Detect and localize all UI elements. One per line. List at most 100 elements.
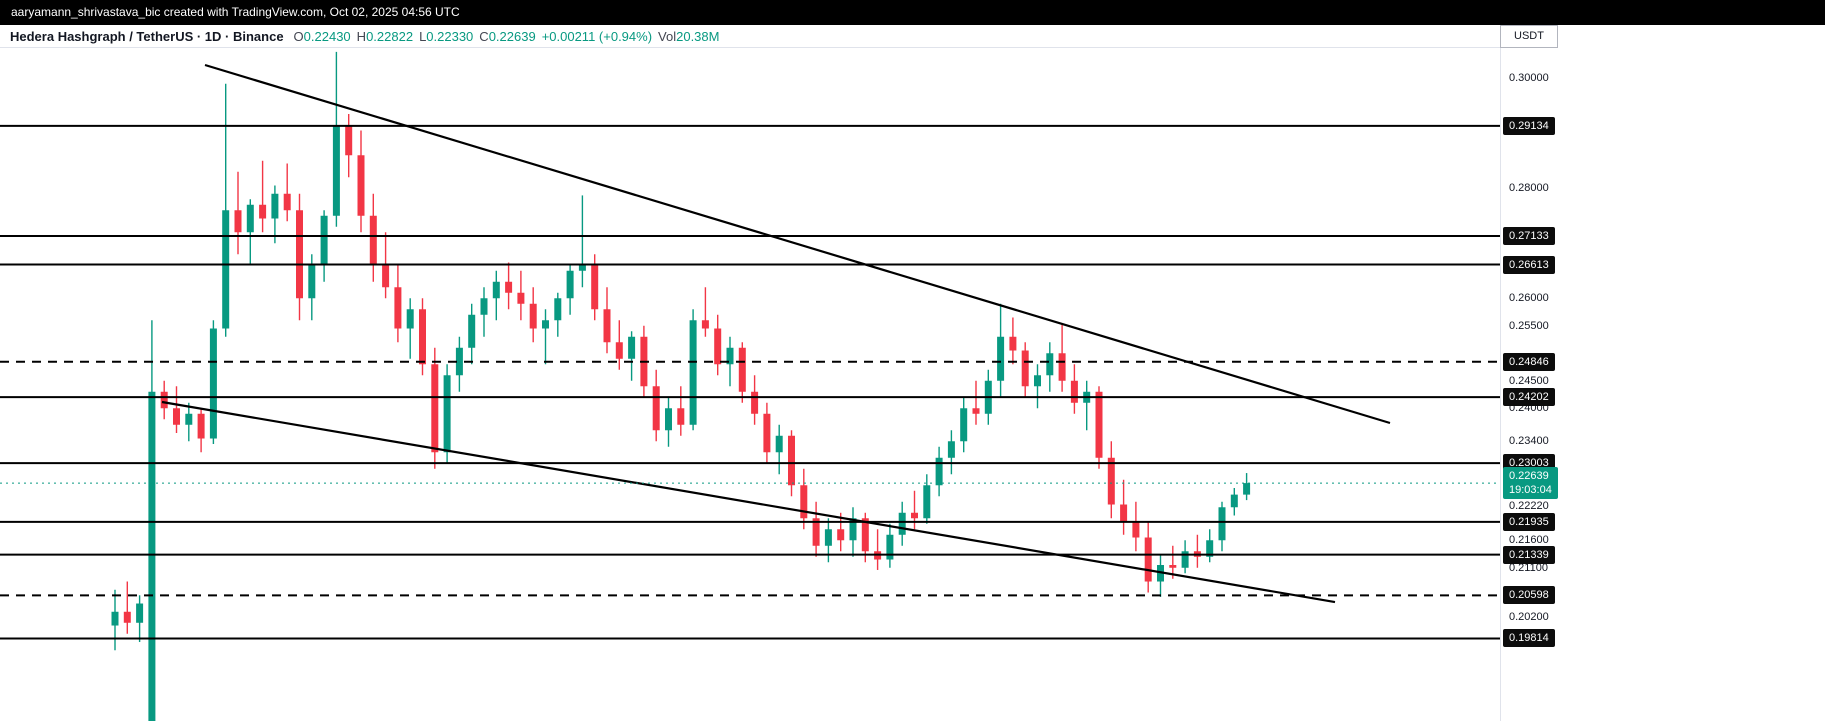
candle-body <box>542 320 549 329</box>
candle-body <box>505 281 513 293</box>
candle-body <box>431 364 439 453</box>
candle-body <box>554 298 562 321</box>
candle-body <box>812 518 820 546</box>
candle-body <box>1169 565 1177 568</box>
candle-body <box>234 210 242 233</box>
candle-body <box>1095 391 1103 458</box>
candle <box>800 468 808 530</box>
candle-body <box>997 336 1005 381</box>
axis-price-label: 0.21100 <box>1509 561 1548 574</box>
candlestick-chart[interactable] <box>0 48 1500 721</box>
candle <box>419 298 426 376</box>
candle-body <box>960 408 968 442</box>
candle <box>283 163 291 222</box>
candle <box>935 446 943 497</box>
candle-body <box>222 210 230 329</box>
candle <box>812 501 820 557</box>
candle-body <box>824 529 832 546</box>
candle-body <box>738 347 746 392</box>
candle-body <box>283 193 291 211</box>
candle-body <box>394 287 402 329</box>
candle <box>492 270 500 321</box>
axis-price-label: 0.23400 <box>1509 435 1549 448</box>
candle-body <box>652 386 660 431</box>
open-value: O 0.22430 <box>293 28 351 44</box>
candle <box>246 199 254 266</box>
candles-series <box>111 51 1251 721</box>
candle-body <box>1218 507 1226 541</box>
candle <box>197 408 205 453</box>
candle <box>554 292 562 337</box>
candle <box>542 309 549 365</box>
axis-price-label: 0.22220 <box>1509 500 1549 513</box>
candle <box>898 501 906 546</box>
candle-body <box>1021 350 1029 387</box>
candle <box>738 342 746 403</box>
candle-body <box>443 375 451 453</box>
candle <box>209 320 217 445</box>
candle-body <box>185 413 193 425</box>
candle <box>1034 364 1041 409</box>
price-level-lines <box>0 124 1500 640</box>
candle-body <box>123 611 131 623</box>
candle-body <box>419 309 426 365</box>
candle-body <box>1144 537 1152 582</box>
candle-body <box>320 215 328 266</box>
level-price-badge: 0.24846 <box>1503 352 1555 371</box>
candle-body <box>714 328 722 365</box>
symbol-title[interactable]: Hedera Hashgraph / TetherUS · 1D · Binan… <box>10 28 284 44</box>
candle-body <box>1046 353 1054 376</box>
candle <box>1107 441 1115 519</box>
candle <box>578 195 586 288</box>
candle <box>357 130 365 233</box>
current-price-value: 0.22639 <box>1509 470 1549 483</box>
trendlines <box>161 63 1391 604</box>
candle-body <box>591 265 599 310</box>
candle <box>529 287 537 343</box>
candle <box>1181 540 1189 574</box>
descending-trendline[interactable] <box>204 63 1391 425</box>
candle-body <box>246 204 254 233</box>
candle <box>1218 501 1226 552</box>
attribution-text: aaryamann_shrivastava_bic created with T… <box>11 5 460 19</box>
chart-area[interactable] <box>0 48 1500 721</box>
low-value: L 0.22330 <box>419 28 474 44</box>
close-value: C 0.22639 <box>479 28 536 44</box>
candle <box>443 364 451 464</box>
candle <box>1132 501 1140 552</box>
level-price-badge: 0.19814 <box>1503 629 1555 648</box>
candle <box>652 369 660 442</box>
candle-body <box>308 265 316 299</box>
candle-body <box>751 391 759 414</box>
candle-body <box>726 347 734 365</box>
candle <box>111 589 119 651</box>
candle-body <box>1132 521 1140 538</box>
descending-trendline[interactable] <box>161 400 1336 604</box>
price-axis[interactable]: 0.30000 0.28000 0.26000 0.25500 0.24500 0.240… <box>1500 48 1825 721</box>
candle <box>615 320 623 370</box>
candle <box>763 402 771 464</box>
candle <box>1009 317 1017 365</box>
candle-body <box>1070 380 1078 403</box>
candle <box>173 386 180 434</box>
candle <box>1083 380 1091 431</box>
candle <box>431 347 439 469</box>
axis-price-label: 0.28000 <box>1509 182 1549 195</box>
candle-body <box>259 204 267 219</box>
candle <box>1144 521 1152 593</box>
candle-body <box>701 320 709 329</box>
candle <box>665 397 672 447</box>
candle-body <box>578 265 586 271</box>
candle <box>517 270 525 321</box>
price-scale-currency-button[interactable]: USDT <box>1500 25 1558 48</box>
candle <box>296 193 303 321</box>
candle-body <box>111 611 119 626</box>
candle <box>332 51 340 227</box>
candle <box>148 320 156 721</box>
candle-body <box>603 309 611 343</box>
candle <box>837 512 845 552</box>
candle-body <box>160 391 168 409</box>
candle-body <box>628 336 636 359</box>
candle <box>714 314 722 376</box>
